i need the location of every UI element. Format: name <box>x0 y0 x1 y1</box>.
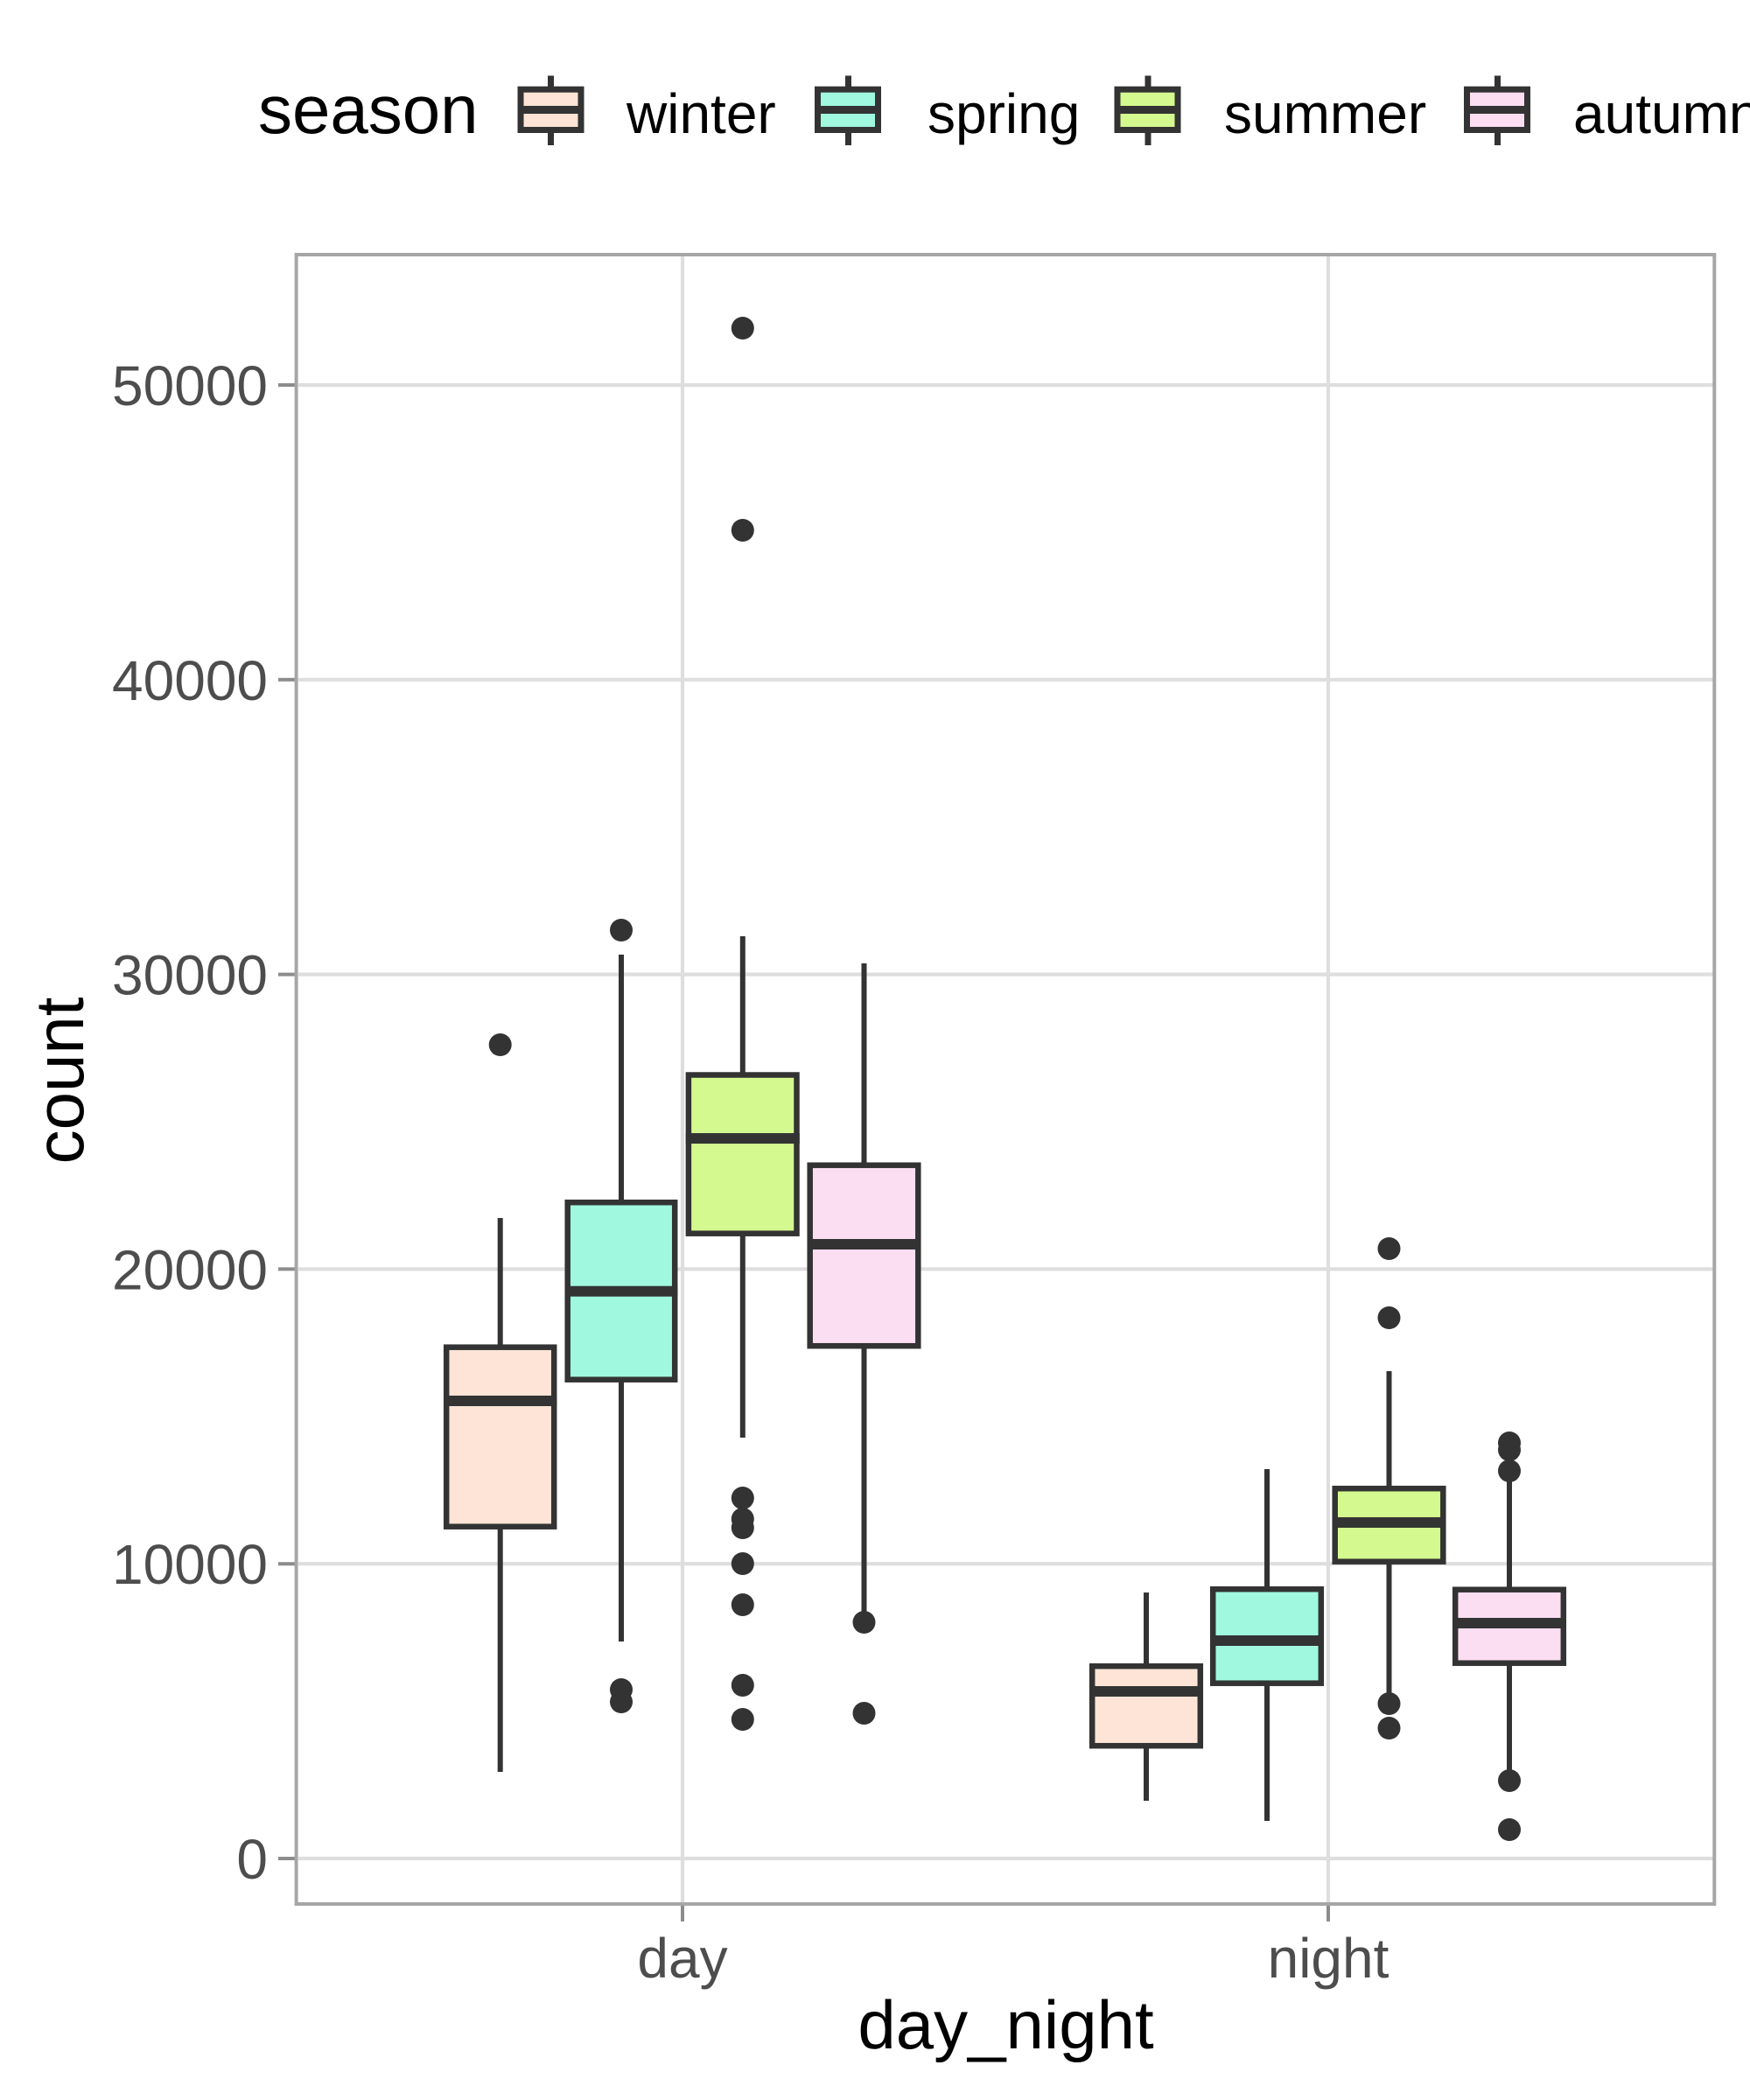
svg-text:20000: 20000 <box>112 1238 268 1301</box>
svg-text:night: night <box>1268 1927 1390 1990</box>
svg-text:30000: 30000 <box>112 944 268 1007</box>
svg-text:10000: 10000 <box>112 1533 268 1596</box>
svg-text:autumn: autumn <box>1573 82 1750 145</box>
svg-text:40000: 40000 <box>112 649 268 712</box>
svg-text:count: count <box>21 997 98 1164</box>
svg-text:day_night: day_night <box>858 1986 1154 2063</box>
svg-text:day: day <box>637 1927 727 1990</box>
svg-text:50000: 50000 <box>112 354 268 417</box>
svg-text:spring: spring <box>928 82 1080 145</box>
svg-text:0: 0 <box>236 1828 268 1891</box>
svg-text:winter: winter <box>626 82 776 145</box>
svg-text:season: season <box>258 71 479 148</box>
svg-text:summer: summer <box>1224 82 1426 145</box>
